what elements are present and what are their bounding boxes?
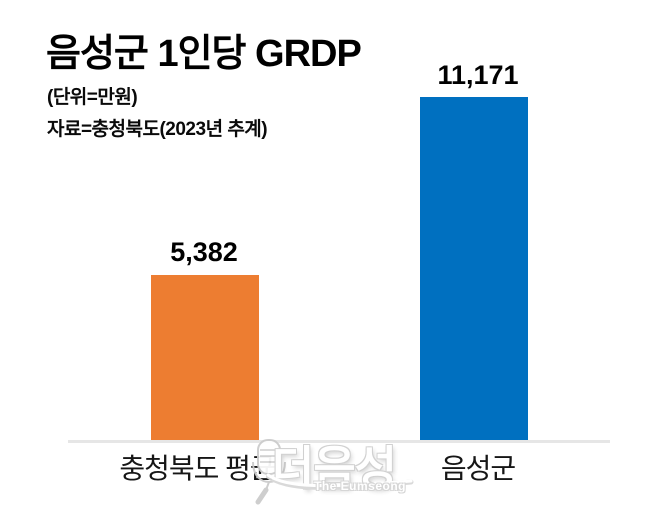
- value-label-chungbuk-average: 5,382: [170, 237, 238, 267]
- x-axis-line: [68, 440, 610, 443]
- unit-note: (단위=만원): [47, 87, 138, 108]
- bar-chungbuk-average: [151, 275, 259, 441]
- chart-title: 음성군 1인당 GRDP: [46, 33, 362, 75]
- category-label-chungbuk-average: 충청북도 평균: [119, 453, 275, 484]
- category-label-eumseong: 음성군: [440, 453, 516, 484]
- bar-eumseong: [420, 97, 528, 441]
- source-note: 자료=충청북도(2023년 추계): [47, 119, 268, 140]
- value-label-eumseong: 11,171: [437, 60, 519, 90]
